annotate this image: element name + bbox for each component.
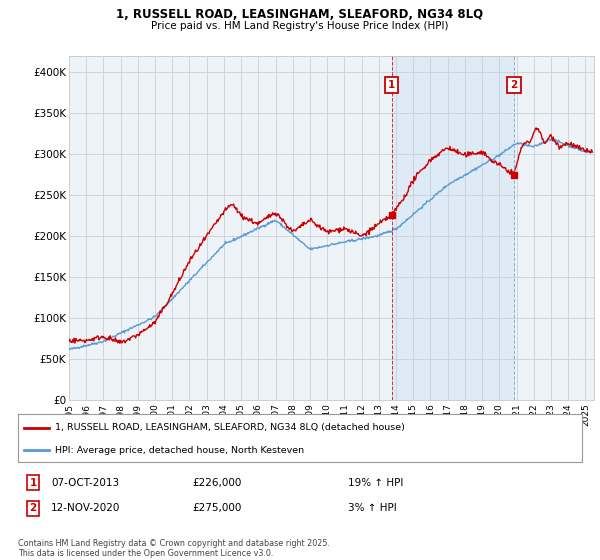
Text: 19% ↑ HPI: 19% ↑ HPI <box>348 478 403 488</box>
Text: 1, RUSSELL ROAD, LEASINGHAM, SLEAFORD, NG34 8LQ (detached house): 1, RUSSELL ROAD, LEASINGHAM, SLEAFORD, N… <box>55 423 404 432</box>
Text: HPI: Average price, detached house, North Kesteven: HPI: Average price, detached house, Nort… <box>55 446 304 455</box>
Text: £226,000: £226,000 <box>192 478 241 488</box>
Text: £275,000: £275,000 <box>192 503 241 514</box>
Text: Contains HM Land Registry data © Crown copyright and database right 2025.
This d: Contains HM Land Registry data © Crown c… <box>18 539 330 558</box>
Text: 2: 2 <box>511 80 518 90</box>
Text: Price paid vs. HM Land Registry's House Price Index (HPI): Price paid vs. HM Land Registry's House … <box>151 21 449 31</box>
Text: 3% ↑ HPI: 3% ↑ HPI <box>348 503 397 514</box>
Bar <box>392 56 514 400</box>
Text: 1: 1 <box>29 478 37 488</box>
Text: 1, RUSSELL ROAD, LEASINGHAM, SLEAFORD, NG34 8LQ: 1, RUSSELL ROAD, LEASINGHAM, SLEAFORD, N… <box>116 8 484 21</box>
Text: 2: 2 <box>29 503 37 514</box>
Text: 07-OCT-2013: 07-OCT-2013 <box>51 478 119 488</box>
Text: 12-NOV-2020: 12-NOV-2020 <box>51 503 121 514</box>
Text: 1: 1 <box>388 80 395 90</box>
